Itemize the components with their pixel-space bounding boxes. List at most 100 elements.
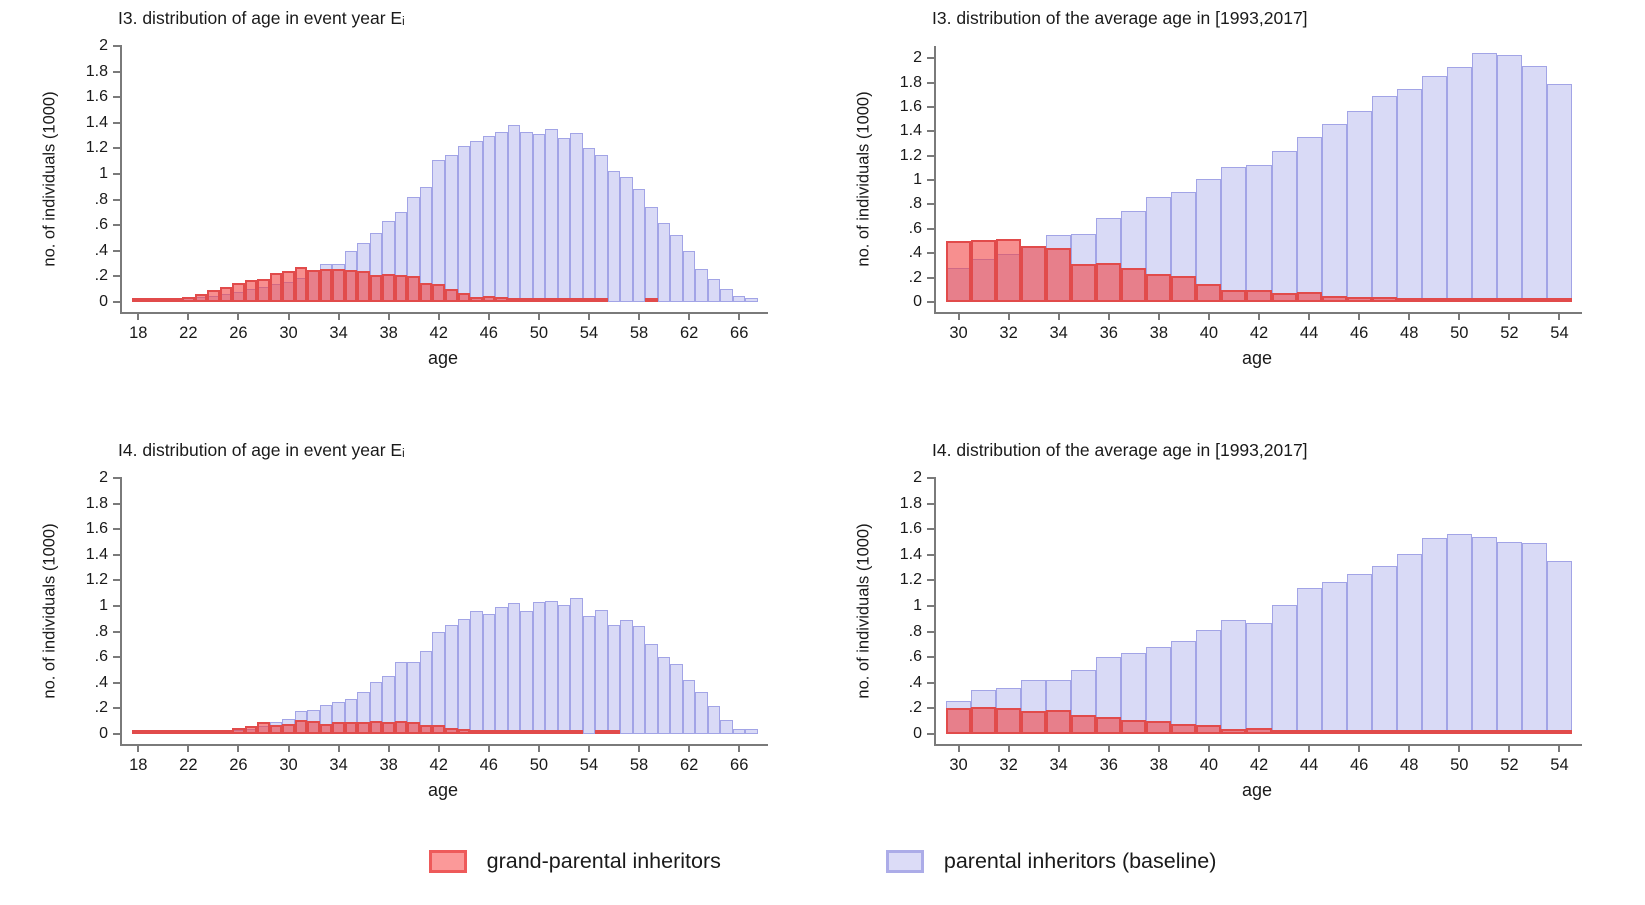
legend-label: grand-parental inheritors [486,849,721,873]
grandparental-bar [1421,298,1447,302]
y-tick [927,130,936,133]
grandparental-bar [394,721,408,734]
y-tick-label: 1.6 [85,520,108,538]
bar-field [132,46,758,302]
y-tick [927,57,936,60]
x-tick-label: 58 [629,756,649,774]
x-tick-label: 46 [479,324,498,342]
parental-bar [1321,581,1347,734]
grandparental-bar [1146,273,1172,302]
x-tick [688,744,691,752]
x-tick-label: 54 [1550,324,1569,342]
y-tick [927,203,936,206]
x-tick-label: 66 [730,756,749,774]
y-tick-label: .6 [94,648,108,666]
x-tick-label: 46 [479,756,498,774]
y-tick-label: .8 [908,622,922,640]
parental-bar [1371,566,1397,734]
grandparental-bar [1321,295,1347,302]
grandparental-bar [419,725,433,734]
grandparental-bar [1096,717,1122,734]
legend-item-grandparental: grand-parental inheritors [428,849,721,874]
y-tick [113,707,122,710]
x-tick [1458,744,1461,752]
parental-bar [1521,65,1547,302]
x-tick-label: 38 [1149,324,1168,342]
grandparental-bar [1121,719,1147,734]
x-tick [1057,312,1060,320]
y-tick [927,579,936,582]
y-tick [927,733,936,735]
parental-bar [595,609,608,734]
y-tick [113,477,122,479]
grandparental-bar [1246,727,1272,734]
parental-bar [1396,88,1422,302]
grandparental-bar [194,294,208,302]
grandparental-bar [407,722,420,734]
y-tick [113,96,122,99]
parental-bar [470,611,483,734]
grandparental-bar [996,238,1022,302]
x-tick-label: 32 [999,756,1018,774]
y-tick-label: 1.4 [899,545,922,563]
y-tick-label: .6 [908,219,922,237]
y-tick-label: 1.4 [899,122,922,140]
x-tick-label: 42 [1249,756,1269,774]
x-tick [1358,744,1361,752]
parental-bar [620,620,633,734]
plot-area: 0 .2 .4 .6 .8 1 1.2 1.4 1.6 1.8 2 30 32 34 36 38 40 42 44 4… [900,469,1582,774]
grandparental-bar [1196,725,1222,734]
parental-bar [495,131,508,302]
parental-bar [1346,110,1372,302]
grandparental-bar [157,730,170,734]
y-tick-label: 1.8 [85,62,108,80]
parental-bar [620,176,633,302]
grandparental-bar [357,722,370,734]
parental-bar [632,189,646,302]
grandparental-bar [1471,298,1497,302]
y-tick-label: .8 [94,622,108,640]
parental-bar [470,140,483,302]
parental-bar [1446,66,1472,302]
x-tick-label: 62 [679,756,699,774]
grandparental-bar [520,298,533,302]
y-tick-label: 2 [99,469,108,486]
legend-label: parental inheritors (baseline) [943,849,1217,873]
parental-bar [1171,640,1197,734]
x-tick [487,744,490,752]
y-tick [113,656,122,659]
y-tick [113,528,122,531]
x-tick [1408,744,1411,752]
y-tick [927,707,936,710]
x-tick [1157,312,1160,320]
grandparental-bar [532,298,546,302]
grandparental-bar [520,730,533,734]
parental-bar [732,728,746,734]
grandparental-bar [482,730,496,734]
grandparental-bar [1396,298,1422,302]
parental-bar [445,154,458,302]
grandparental-bar [194,730,208,734]
y-tick-label: .6 [94,216,108,234]
grandparental-bar [257,278,270,302]
y-tick-label: 2 [913,469,922,486]
grandparental-bar [282,271,295,302]
y-tick-label: .2 [908,699,922,717]
parental-bar [745,728,758,734]
grandparental-bar [132,298,145,302]
y-tick [113,605,122,607]
grandparental-bar [1296,730,1322,734]
grandparental-bar [470,296,483,302]
x-tick-label: 40 [1199,756,1219,774]
parental-bar [532,602,546,734]
parental-bar [570,133,583,302]
y-tick [927,227,936,230]
parental-bar [745,298,758,302]
x-tick [187,312,190,320]
grandparental-bar [344,270,358,302]
y-tick [113,502,122,505]
grandparental-bar [1496,298,1522,302]
x-tick-label: 42 [429,756,448,774]
grandparental-bar [1071,714,1097,734]
x-tick-label: 22 [179,324,198,342]
